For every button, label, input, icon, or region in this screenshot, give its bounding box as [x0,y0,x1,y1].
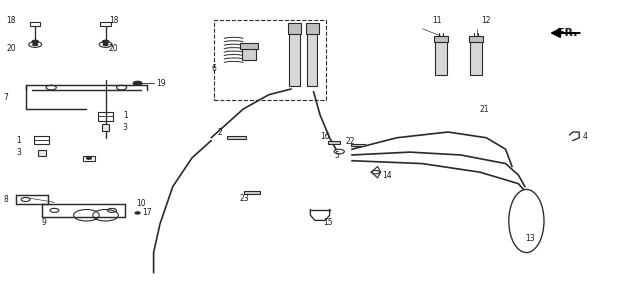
Text: 13: 13 [525,234,534,243]
Bar [214,20,326,100]
Circle shape [133,81,142,85]
Circle shape [102,40,109,43]
Text: 17: 17 [142,208,152,218]
Bar [30,22,40,26]
Bar [240,43,258,49]
Text: 12: 12 [481,15,491,25]
Text: 11: 11 [432,15,442,25]
Bar [38,150,46,156]
Bar [100,22,111,26]
Text: 9: 9 [42,218,47,227]
Bar [102,124,109,131]
Text: 14: 14 [382,170,392,180]
Bar [435,40,447,75]
Ellipse shape [509,189,544,253]
Text: 8: 8 [3,195,8,204]
Text: 20: 20 [109,44,118,53]
Bar [469,36,483,42]
Text: 6: 6 [211,64,216,73]
Bar [434,36,448,42]
Text: 19: 19 [156,79,166,88]
Bar [242,47,256,60]
Text: 16: 16 [320,132,330,141]
Text: 2: 2 [218,127,222,137]
Bar [98,112,113,121]
Circle shape [135,212,140,214]
Circle shape [86,157,92,159]
Circle shape [103,43,108,46]
Text: 22: 22 [346,137,355,146]
Text: 10: 10 [136,199,146,208]
Text: 21: 21 [480,104,490,114]
Text: 18: 18 [6,15,16,25]
Text: 5: 5 [334,151,339,160]
Circle shape [33,43,38,46]
Text: 4: 4 [582,132,588,141]
Text: 1: 1 [16,135,20,145]
Bar [227,136,246,139]
Bar [470,40,482,75]
Text: 20: 20 [6,44,16,53]
Text: 15: 15 [323,218,333,227]
Bar [351,144,365,146]
Bar [244,191,260,194]
Circle shape [32,40,38,43]
Bar [34,136,49,144]
Text: 23: 23 [240,194,250,203]
Bar [83,156,95,161]
Bar [289,29,300,86]
Text: 7: 7 [3,93,8,102]
Text: 3: 3 [123,123,128,132]
Text: FR.: FR. [557,28,577,38]
Bar [307,29,317,86]
Bar [306,23,319,34]
Bar [288,23,301,34]
Text: 3: 3 [16,148,21,157]
Bar [328,141,340,144]
Text: 18: 18 [109,15,118,25]
Text: 1: 1 [123,111,127,121]
